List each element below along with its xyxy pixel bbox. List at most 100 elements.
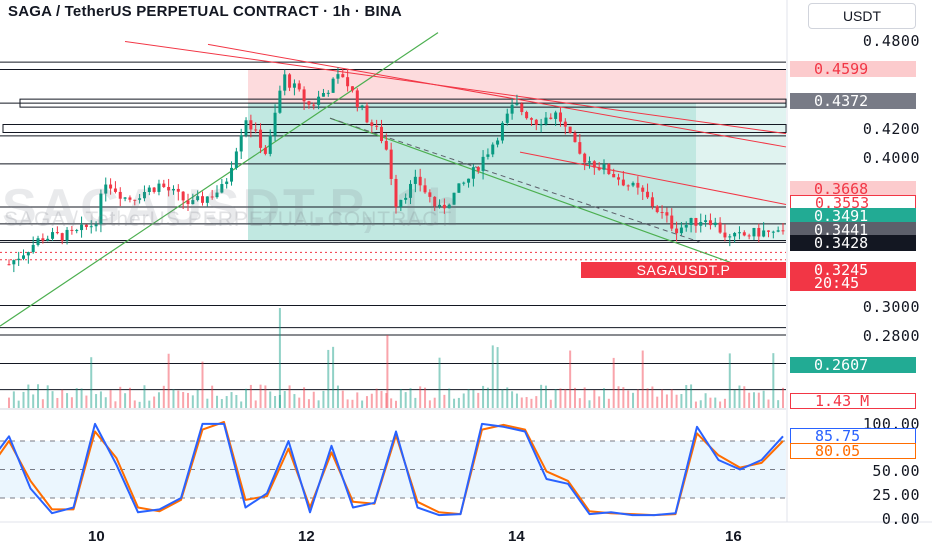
volume-bar	[114, 401, 117, 408]
candle-body	[486, 154, 490, 157]
volume-bar	[694, 401, 697, 408]
volume-bar	[777, 400, 780, 408]
candle-body	[689, 218, 693, 225]
stop-zone-price-tag: 0.3668	[790, 180, 916, 198]
oscillator-tick: 25.00	[872, 486, 920, 504]
volume-bar	[409, 388, 412, 408]
volume-bar	[704, 393, 707, 408]
candle-body	[462, 182, 466, 184]
volume-bar	[752, 392, 755, 408]
volume-bar	[172, 389, 175, 408]
volume-bar	[598, 396, 601, 408]
candle-body	[525, 112, 529, 119]
candle-body	[394, 178, 398, 207]
reward-zone-extension	[696, 103, 786, 241]
candle-body	[375, 125, 379, 127]
volume-bar	[757, 392, 760, 408]
stoch-k-line	[0, 422, 784, 517]
volume-bar	[399, 388, 402, 408]
volume-bar	[723, 398, 726, 408]
volume-bar	[453, 398, 456, 408]
candle-body	[636, 182, 640, 188]
volume-bar	[201, 361, 204, 408]
candle-body	[283, 74, 287, 91]
volume-bar	[424, 387, 427, 408]
volume-bar	[419, 386, 422, 408]
candle-body	[708, 220, 712, 226]
candle-body	[520, 103, 524, 113]
candle-body	[409, 183, 413, 198]
volume-bar	[245, 388, 248, 408]
volume-bar	[148, 400, 151, 408]
candle-body	[317, 96, 321, 105]
candle-body	[679, 227, 683, 234]
candle-body	[433, 196, 437, 207]
volume-bar	[157, 392, 160, 408]
candle-body	[312, 104, 316, 106]
volume-bar	[395, 400, 397, 408]
candle-body	[225, 181, 229, 185]
candle-body	[583, 153, 587, 163]
volume-bar	[573, 387, 576, 408]
candle-body	[607, 164, 611, 175]
volume-bar	[728, 353, 731, 408]
candle-body	[321, 93, 325, 97]
candle-body	[176, 188, 180, 192]
candle-body	[307, 101, 311, 105]
candle-body	[186, 200, 190, 205]
chart-title: SAGA / TetherUS PERPETUAL CONTRACT · 1h …	[8, 3, 402, 20]
candle-body	[36, 238, 40, 245]
candle-body	[418, 176, 422, 186]
candle-body	[167, 186, 171, 191]
currency-button[interactable]: USDT	[808, 3, 916, 29]
volume-bar	[167, 353, 170, 408]
candle-body	[650, 197, 654, 207]
candle-body	[80, 224, 84, 231]
volume-bar	[525, 397, 528, 408]
volume-bar	[61, 389, 64, 408]
candle-body	[718, 222, 722, 233]
candle-body	[592, 161, 596, 168]
volume-bar	[70, 397, 73, 408]
dashed-projection-line	[329, 117, 701, 243]
candle-body	[500, 122, 504, 141]
volume-bar	[544, 385, 547, 408]
candle-body	[549, 117, 553, 119]
green-trend-line	[0, 32, 439, 327]
volume-bar	[467, 389, 470, 408]
volume-bar	[603, 388, 606, 408]
candle-body	[123, 197, 127, 199]
volume-bar	[559, 388, 562, 408]
volume-bar	[27, 384, 30, 408]
volume-bar	[738, 385, 741, 408]
volume-bar	[278, 308, 281, 408]
volume-bar	[298, 397, 301, 408]
candle-body	[389, 149, 393, 179]
candle-body	[747, 235, 751, 237]
red-trend-line	[124, 40, 787, 135]
volume-bar	[385, 393, 388, 408]
candle-body	[752, 227, 756, 237]
candle-body	[428, 192, 432, 197]
candle-body	[341, 74, 345, 78]
candle-body	[31, 244, 35, 253]
candle-body	[438, 204, 442, 207]
candle-body	[452, 192, 456, 205]
candle-body	[558, 112, 562, 122]
candle-body	[588, 161, 591, 163]
candle-body	[215, 192, 219, 198]
volume-bar	[569, 350, 572, 408]
candle-body	[612, 174, 616, 178]
candle-body	[133, 199, 137, 201]
price-tick: 0.3000	[862, 298, 920, 316]
candle-body	[152, 187, 156, 192]
volume-bar	[578, 398, 581, 408]
volume-bar	[133, 400, 136, 408]
volume-bar	[583, 387, 586, 408]
volume-bar	[216, 395, 219, 408]
volume-bar	[119, 386, 122, 408]
candle-body	[646, 191, 650, 198]
volume-bar	[138, 401, 141, 408]
